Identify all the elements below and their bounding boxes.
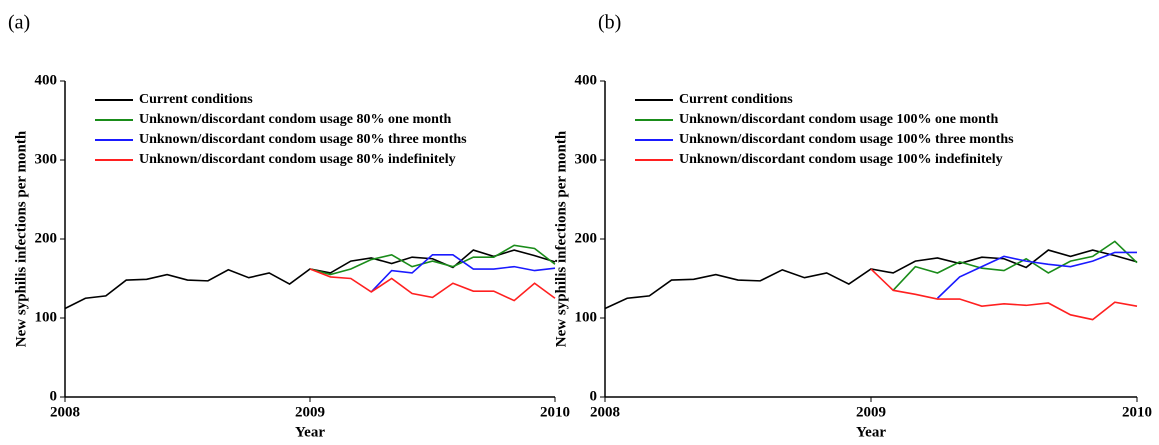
data-line bbox=[604, 249, 1138, 310]
data-line bbox=[370, 254, 556, 293]
legend-label: Unknown/discordant condom usage 100% ind… bbox=[679, 152, 1003, 167]
data-line bbox=[870, 268, 1138, 321]
legend-label: Current conditions bbox=[679, 92, 793, 107]
y-tick-label: 100 bbox=[575, 309, 598, 325]
legend-label: Unknown/discordant condom usage 100% one… bbox=[679, 112, 999, 127]
legend-label: Unknown/discordant condom usage 80% one … bbox=[139, 112, 452, 127]
panel-label: (a) bbox=[8, 12, 30, 34]
y-tick-label: 400 bbox=[35, 72, 58, 88]
legend-label: Unknown/discordant condom usage 100% thr… bbox=[679, 132, 1014, 147]
legend-label: Unknown/discordant condom usage 80% thre… bbox=[139, 132, 467, 147]
x-tick-label: 2008 bbox=[590, 404, 620, 420]
x-tick-label: 2010 bbox=[540, 404, 570, 420]
x-tick-label: 2009 bbox=[856, 404, 886, 420]
data-line bbox=[309, 244, 556, 276]
y-tick-label: 300 bbox=[575, 151, 598, 167]
y-tick-label: 400 bbox=[575, 72, 598, 88]
data-line bbox=[936, 251, 1137, 299]
x-axis-title: Year bbox=[295, 424, 325, 440]
y-tick-label: 0 bbox=[590, 388, 598, 404]
x-tick-label: 2009 bbox=[295, 404, 325, 420]
y-axis-title: New syphilis infections per month bbox=[13, 130, 29, 347]
data-line bbox=[892, 240, 1138, 291]
data-line bbox=[309, 268, 556, 302]
x-tick-label: 2010 bbox=[1122, 404, 1152, 420]
y-tick-label: 300 bbox=[35, 151, 58, 167]
y-tick-label: 100 bbox=[35, 309, 58, 325]
x-tick-label: 2008 bbox=[50, 404, 80, 420]
y-tick-label: 0 bbox=[50, 388, 58, 404]
y-tick-label: 200 bbox=[575, 230, 598, 246]
y-tick-label: 200 bbox=[35, 230, 58, 246]
data-line bbox=[64, 249, 556, 310]
x-axis-title: Year bbox=[856, 424, 886, 440]
legend-label: Current conditions bbox=[139, 92, 253, 107]
y-axis-title: New syphilis infections per month bbox=[553, 130, 569, 347]
panel-label: (b) bbox=[598, 12, 621, 34]
legend-label: Unknown/discordant condom usage 80% inde… bbox=[139, 152, 456, 167]
